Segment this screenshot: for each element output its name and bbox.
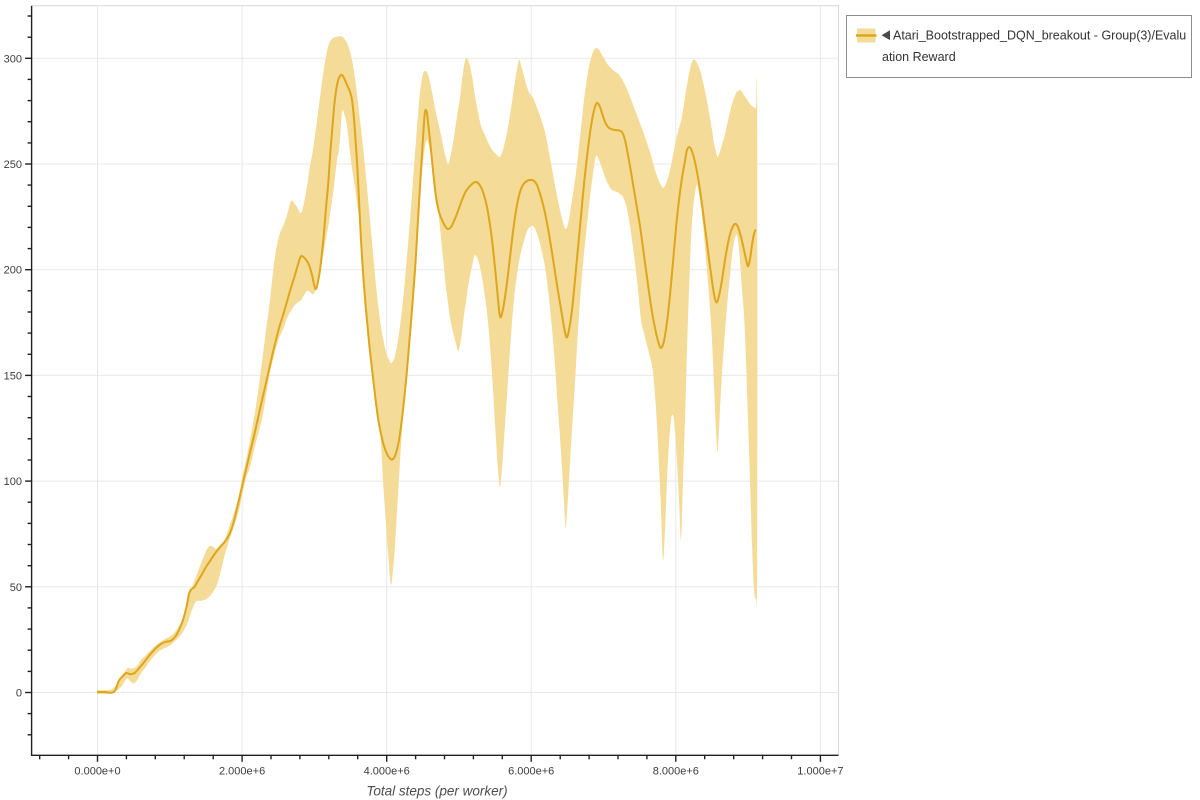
svg-text:Total steps (per worker): Total steps (per worker)	[366, 784, 507, 799]
svg-text:100: 100	[4, 476, 22, 488]
svg-text:0.000e+0: 0.000e+0	[74, 766, 120, 778]
svg-text:50: 50	[10, 582, 22, 594]
svg-text:4.000e+6: 4.000e+6	[364, 766, 410, 778]
svg-text:200: 200	[4, 265, 22, 277]
svg-text:0: 0	[16, 688, 22, 700]
svg-text:250: 250	[4, 159, 22, 171]
svg-text:150: 150	[4, 370, 22, 382]
svg-text:1.000e+7: 1.000e+7	[797, 766, 843, 778]
svg-text:300: 300	[4, 53, 22, 65]
svg-text:Atari_Bootstrapped_DQN_breakou: Atari_Bootstrapped_DQN_breakout - Group(…	[893, 29, 1186, 43]
svg-text:6.000e+6: 6.000e+6	[508, 766, 554, 778]
svg-text:2.000e+6: 2.000e+6	[219, 766, 265, 778]
svg-text:ation Reward: ation Reward	[882, 50, 956, 64]
svg-text:8.000e+6: 8.000e+6	[653, 766, 699, 778]
